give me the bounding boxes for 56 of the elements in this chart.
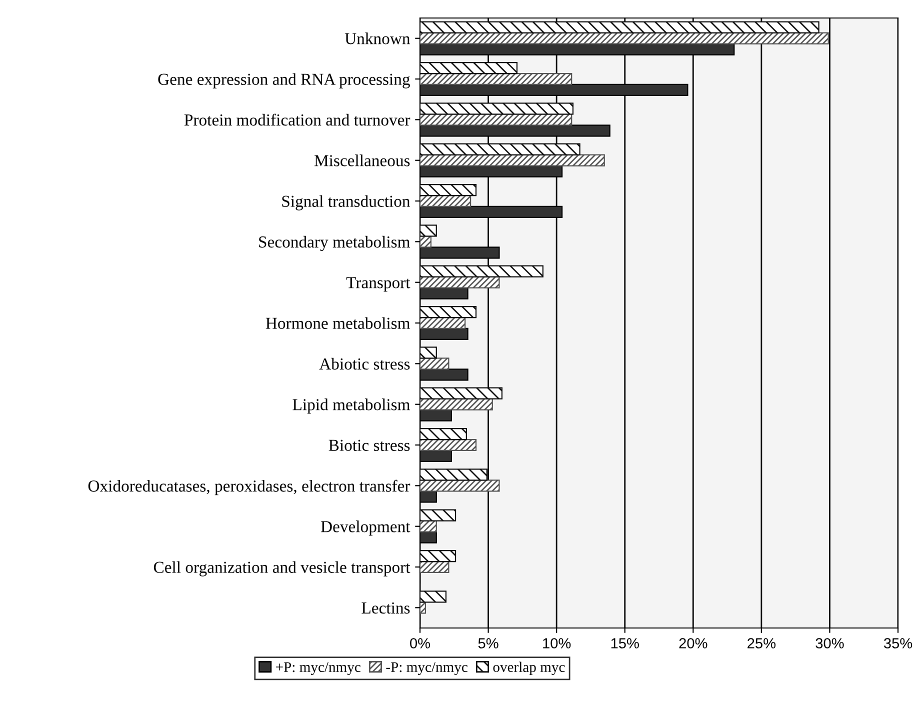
- bar: [420, 602, 426, 614]
- bar: [420, 468, 488, 481]
- bar: [420, 316, 466, 330]
- y-tick-label: Oxidoreducatases, peroxidases, electron transfer: [88, 480, 410, 496]
- bar: [420, 114, 572, 126]
- bar: [420, 306, 477, 318]
- bar: [420, 72, 572, 86]
- y-tick-label: Unknown: [344, 32, 410, 44]
- bar: [420, 154, 605, 166]
- x-tick-label: 15%: [611, 638, 639, 648]
- bar: [420, 276, 500, 288]
- bar: [420, 509, 456, 522]
- bar: [420, 236, 432, 248]
- y-tick-label: Development: [320, 520, 410, 536]
- y-tick-label: Biotic stress: [328, 440, 410, 451]
- bar: [420, 480, 500, 492]
- bar: [420, 184, 477, 196]
- x-tick-label: 30%: [816, 638, 844, 648]
- y-tick-label: Protein modification and turnover: [184, 114, 410, 126]
- bar: [420, 224, 437, 237]
- x-tick-label: 25%: [748, 638, 776, 648]
- x-tick-label: 0%: [410, 638, 430, 648]
- bar: [420, 387, 502, 400]
- legend-label: overlap myc: [493, 662, 565, 676]
- y-tick-label: Abiotic stress: [319, 358, 410, 370]
- bar: [420, 438, 477, 452]
- bar: [420, 265, 544, 278]
- legend-label: -P: myc/nmyc: [386, 662, 468, 676]
- bar: [420, 194, 472, 208]
- y-tick-label: Signal transduction: [282, 195, 410, 210]
- bar: [420, 32, 829, 44]
- x-tick-label: 20%: [679, 638, 708, 648]
- y-tick-label: Lectins: [362, 602, 410, 614]
- bar: [420, 550, 456, 562]
- y-tick-label: Cell organization and vesicle transport: [154, 561, 410, 576]
- bar: [420, 560, 450, 574]
- y-tick-label: Gene expression and RNA processing: [158, 73, 410, 88]
- y-tick-label: Secondary metabolism: [259, 236, 410, 252]
- y-tick-label: Transport: [346, 277, 410, 292]
- bar: [420, 590, 447, 603]
- x-tick-label: 35%: [884, 638, 912, 648]
- bar: [420, 520, 437, 532]
- y-tick-label: Hormone metabolism: [266, 317, 410, 329]
- bar: [420, 398, 493, 410]
- legend-label: +P: myc/nmyc: [276, 662, 360, 676]
- bar: [420, 358, 450, 370]
- bar: [420, 102, 574, 115]
- bar: [420, 143, 580, 156]
- y-tick-label: Lipid metabolism: [292, 398, 410, 414]
- bar: [420, 21, 820, 34]
- bar: [420, 62, 518, 74]
- bar: [420, 346, 437, 359]
- x-tick-label: 5%: [478, 638, 498, 648]
- bar: [420, 428, 467, 440]
- x-tick-label: 10%: [543, 638, 571, 648]
- y-tick-label: Miscellaneous: [314, 154, 410, 166]
